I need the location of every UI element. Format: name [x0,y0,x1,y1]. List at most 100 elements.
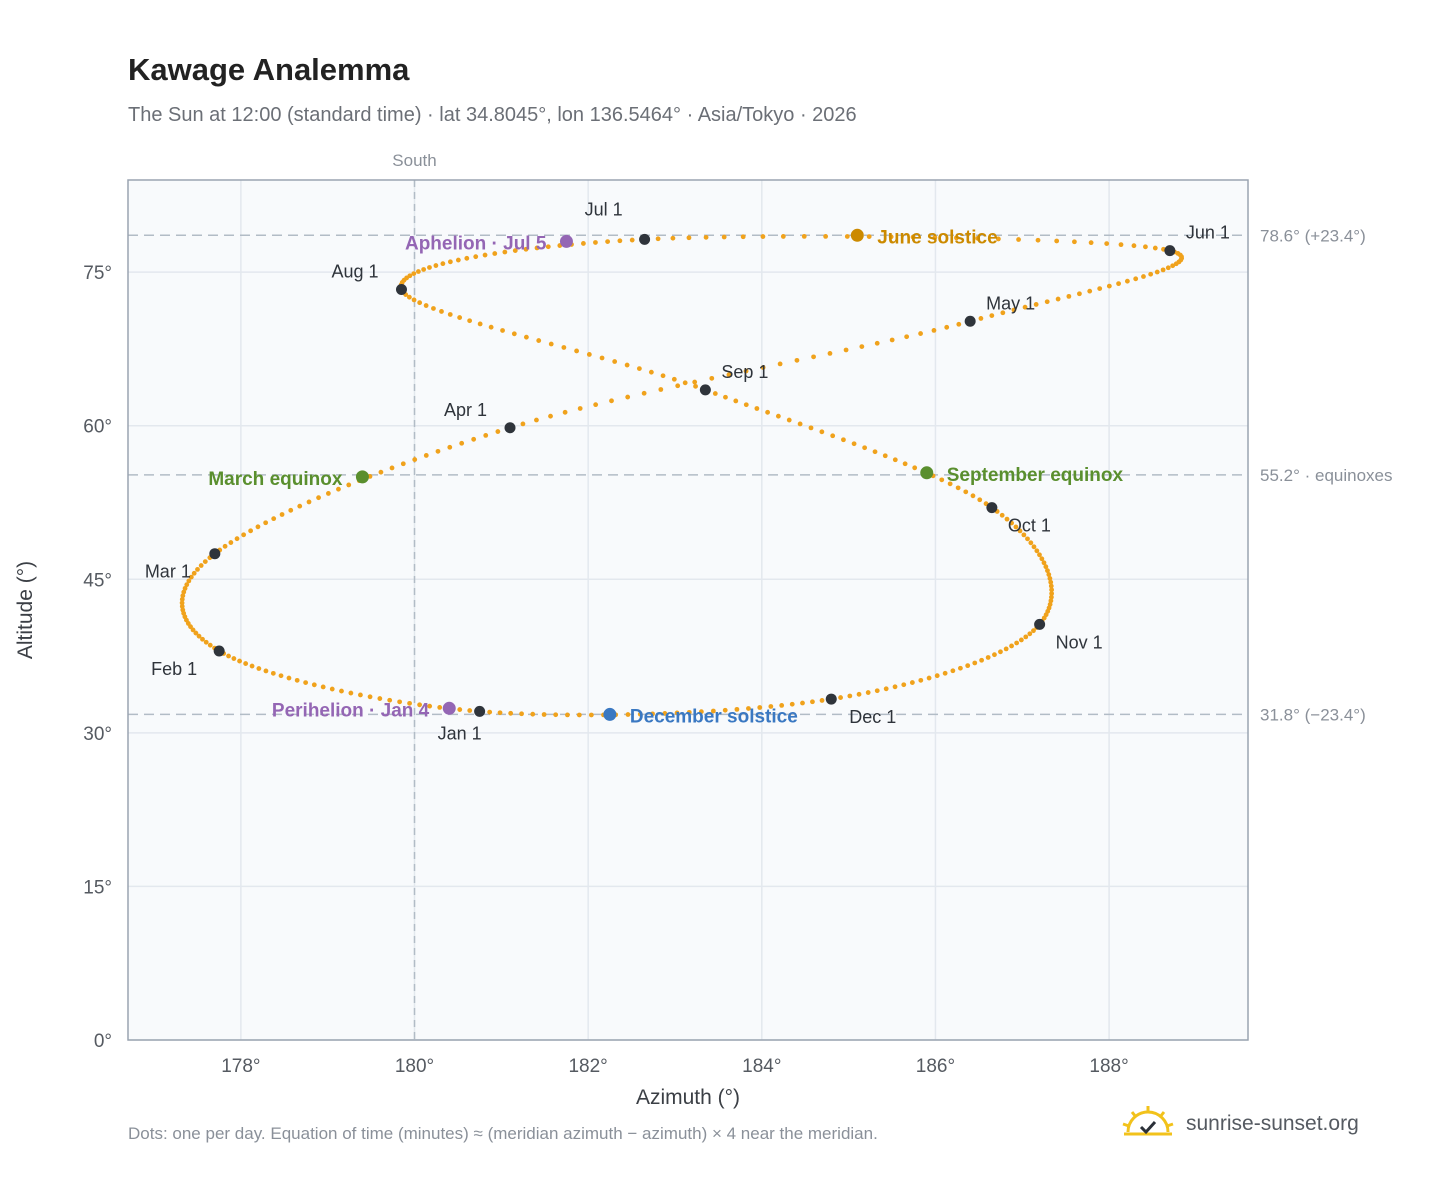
daily-sun-dot [1018,637,1024,643]
daily-sun-dot [1027,631,1033,637]
daily-sun-dot [768,704,774,709]
daily-sun-dot [670,235,676,241]
event-label: June solstice [877,227,997,248]
daily-sun-dot [325,491,331,496]
chart-title: Kawage Analemma [128,52,410,87]
daily-sun-dot [1043,564,1049,570]
daily-sun-dot [1016,237,1021,242]
daily-sun-dot [536,338,542,343]
daily-sun-dot [1087,288,1093,294]
daily-sun-dot [954,235,959,241]
daily-sun-dot [234,536,240,542]
x-tick-label: 182° [568,1056,607,1077]
daily-sun-dot [483,432,489,438]
month-label: Apr 1 [444,400,487,420]
daily-sun-dot [179,596,185,602]
event-label: March equinox [208,469,343,490]
daily-sun-dot [577,406,583,411]
daily-sun-dot [411,271,417,277]
x-axis-label: Azimuth (°) [636,1086,740,1109]
event-marker [442,701,456,715]
daily-sun-dot [477,321,483,327]
daily-sun-dot [955,485,961,491]
daily-sun-dot [294,677,300,683]
y-tick-label: 75° [83,263,112,284]
daily-sun-dot [440,261,446,267]
daily-sun-dot [574,348,580,354]
daily-sun-dot [856,691,862,697]
daily-sun-dot [674,710,680,716]
daily-sun-dot [1021,532,1027,538]
daily-sun-dot [819,429,825,435]
event-marker [355,470,369,484]
daily-sun-dot [892,457,898,463]
daily-sun-dot [1013,524,1019,530]
daily-sun-dot [1023,634,1029,640]
x-tick-label: 188° [1089,1056,1128,1077]
daily-sun-dot [278,673,284,679]
daily-sun-dot [200,636,205,642]
daily-sun-dot [658,387,664,392]
month-label: Aug 1 [331,262,378,282]
daily-sun-dot [1066,293,1072,299]
month-label: Mar 1 [145,562,191,582]
daily-sun-dot [439,309,444,314]
daily-sun-dot [624,362,630,368]
daily-sun-dot [406,294,412,300]
daily-sun-dot [866,234,872,240]
daily-sun-dot [400,461,406,467]
daily-sun-dot [760,234,766,239]
daily-sun-dot [435,448,441,454]
daily-sun-dot [1044,299,1050,305]
daily-sun-dot [641,390,647,396]
daily-sun-dot [655,236,661,242]
daily-sun-dot [421,267,427,272]
daily-sun-dot [249,663,255,669]
daily-sun-dot [593,402,599,408]
daily-sun-dot [862,445,868,451]
daily-sun-dot [811,354,816,360]
daily-sun-dot [609,398,614,404]
daily-sun-dot [222,543,228,549]
footnote: Dots: one per day. Equation of time (min… [128,1124,878,1143]
daily-sun-dot [457,315,463,320]
daily-sun-dot [389,465,395,471]
daily-sun-dot [1048,594,1054,600]
daily-sun-dot [248,528,254,534]
daily-sun-dot [808,425,814,431]
daily-sun-dot [180,593,186,599]
daily-sun-dot [417,702,423,708]
daily-sun-dot [992,652,997,658]
daily-sun-dot [467,318,473,324]
daily-sun-dot [523,246,529,252]
daily-sun-dot [605,239,611,244]
daily-sun-dot [241,532,247,538]
daily-sun-dot [447,259,453,265]
month-label: Sep 1 [721,362,768,382]
daily-sun-dot [565,712,570,718]
daily-sun-dot [586,352,592,357]
daily-sun-dot [482,252,488,258]
event-label: Perihelion · Jan 4 [272,700,430,721]
daily-sun-dot [865,690,871,695]
daily-sun-dot [978,316,984,321]
daily-sun-dot [548,341,554,347]
daily-sun-dot [502,249,508,255]
daily-sun-dot [358,692,363,698]
y-tick-label: 45° [83,570,112,591]
daily-sun-dot [487,709,493,715]
daily-sun-dot [288,507,294,513]
daily-sun-dot [844,234,850,239]
month-label: May 1 [986,293,1035,313]
daily-sun-dot [947,481,953,487]
daily-sun-dot [228,540,234,545]
daily-sun-dot [1104,241,1110,247]
brand[interactable]: sunrise-sunset.org [1120,1102,1359,1146]
month-label: Jun 1 [1186,223,1230,243]
daily-sun-dot [500,328,505,333]
daily-sun-dot [1009,643,1014,649]
daily-sun-dot [1049,591,1055,596]
daily-sun-dot [1141,274,1146,279]
daily-sun-dot [999,512,1005,518]
daily-sun-dot [612,359,618,364]
